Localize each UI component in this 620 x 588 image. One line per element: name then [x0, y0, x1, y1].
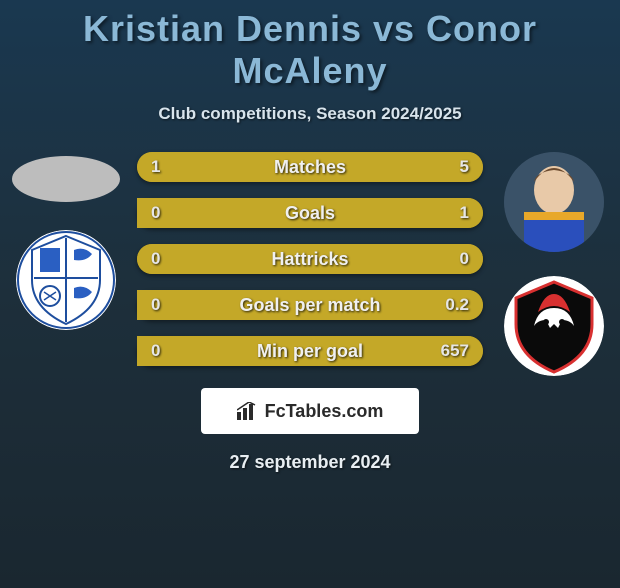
- stat-bars: 1Matches50Goals10Hattricks00Goals per ma…: [137, 152, 483, 366]
- right-club-crest: [504, 276, 604, 376]
- tranmere-crest-icon: [16, 230, 116, 330]
- left-club-crest: [16, 230, 116, 330]
- stat-bar: 1Matches5: [137, 152, 483, 182]
- stat-label: Goals per match: [137, 295, 483, 316]
- stat-label: Min per goal: [137, 341, 483, 362]
- subtitle: Club competitions, Season 2024/2025: [0, 104, 620, 124]
- salford-crest-icon: [504, 276, 604, 376]
- bar-chart-icon: [237, 402, 259, 420]
- right-player-column: [494, 152, 614, 376]
- stat-value-right: 0.2: [445, 295, 469, 315]
- stat-value-right: 5: [460, 157, 469, 177]
- stat-bar: 0Goals1: [137, 198, 483, 228]
- stat-label: Matches: [137, 157, 483, 178]
- date-text: 27 september 2024: [0, 452, 620, 473]
- stat-bar: 0Hattricks0: [137, 244, 483, 274]
- stat-value-right: 657: [441, 341, 469, 361]
- left-player-avatar: [12, 156, 120, 202]
- brand-badge: FcTables.com: [201, 388, 419, 434]
- stat-value-right: 1: [460, 203, 469, 223]
- left-player-column: [6, 152, 126, 330]
- comparison-area: 1Matches50Goals10Hattricks00Goals per ma…: [0, 152, 620, 366]
- brand-text: FcTables.com: [265, 401, 384, 422]
- right-player-avatar: [504, 152, 604, 252]
- page-title: Kristian Dennis vs Conor McAleny: [0, 8, 620, 92]
- stat-bar: 0Goals per match0.2: [137, 290, 483, 320]
- player-silhouette-icon: [504, 152, 604, 252]
- stat-value-right: 0: [460, 249, 469, 269]
- stat-label: Goals: [137, 203, 483, 224]
- stat-bar: 0Min per goal657: [137, 336, 483, 366]
- stat-label: Hattricks: [137, 249, 483, 270]
